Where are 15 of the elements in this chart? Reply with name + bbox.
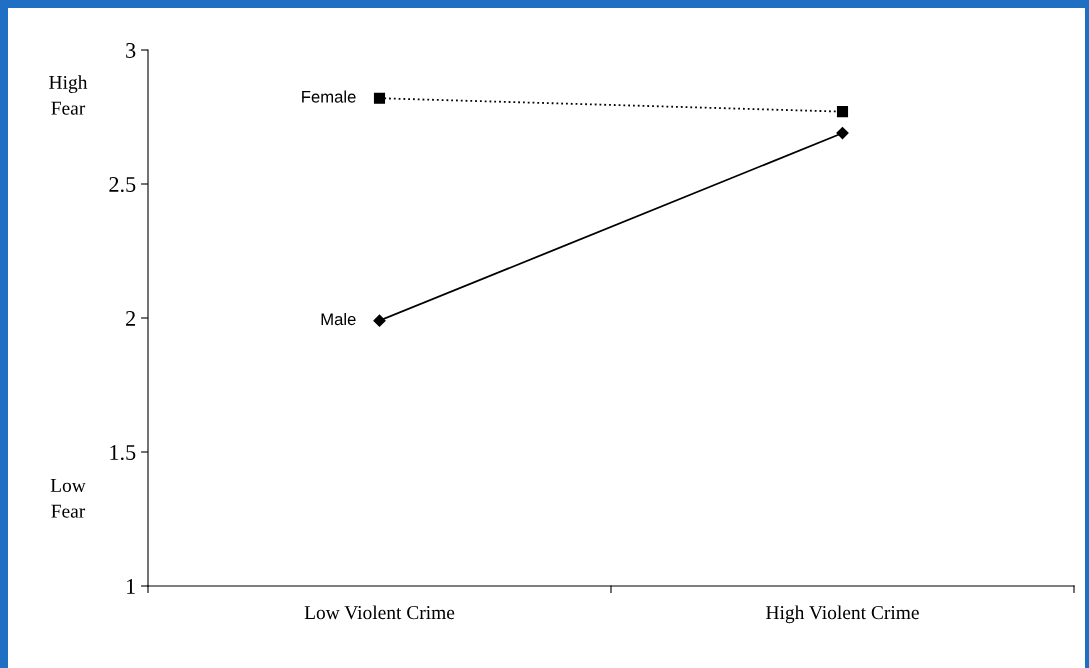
- y-tick-label: 2: [126, 310, 135, 326]
- x-tick-label: High Violent Crime: [766, 605, 919, 624]
- series-label: Female: [302, 90, 356, 103]
- x-tick-label: Low Violent Crime: [304, 605, 455, 620]
- series-label: Male: [321, 312, 356, 326]
- y-tick-label: 2.5: [109, 176, 136, 193]
- y-tick-label: 1.5: [110, 445, 136, 461]
- point: [373, 314, 386, 327]
- y-tick-label: 3: [126, 42, 136, 58]
- point: [373, 92, 386, 104]
- point: [836, 106, 849, 118]
- point: [836, 126, 849, 140]
- text: High Fear: [49, 75, 88, 115]
- y-tick-label: 1: [127, 579, 135, 594]
- text: Low Fear: [50, 479, 86, 518]
